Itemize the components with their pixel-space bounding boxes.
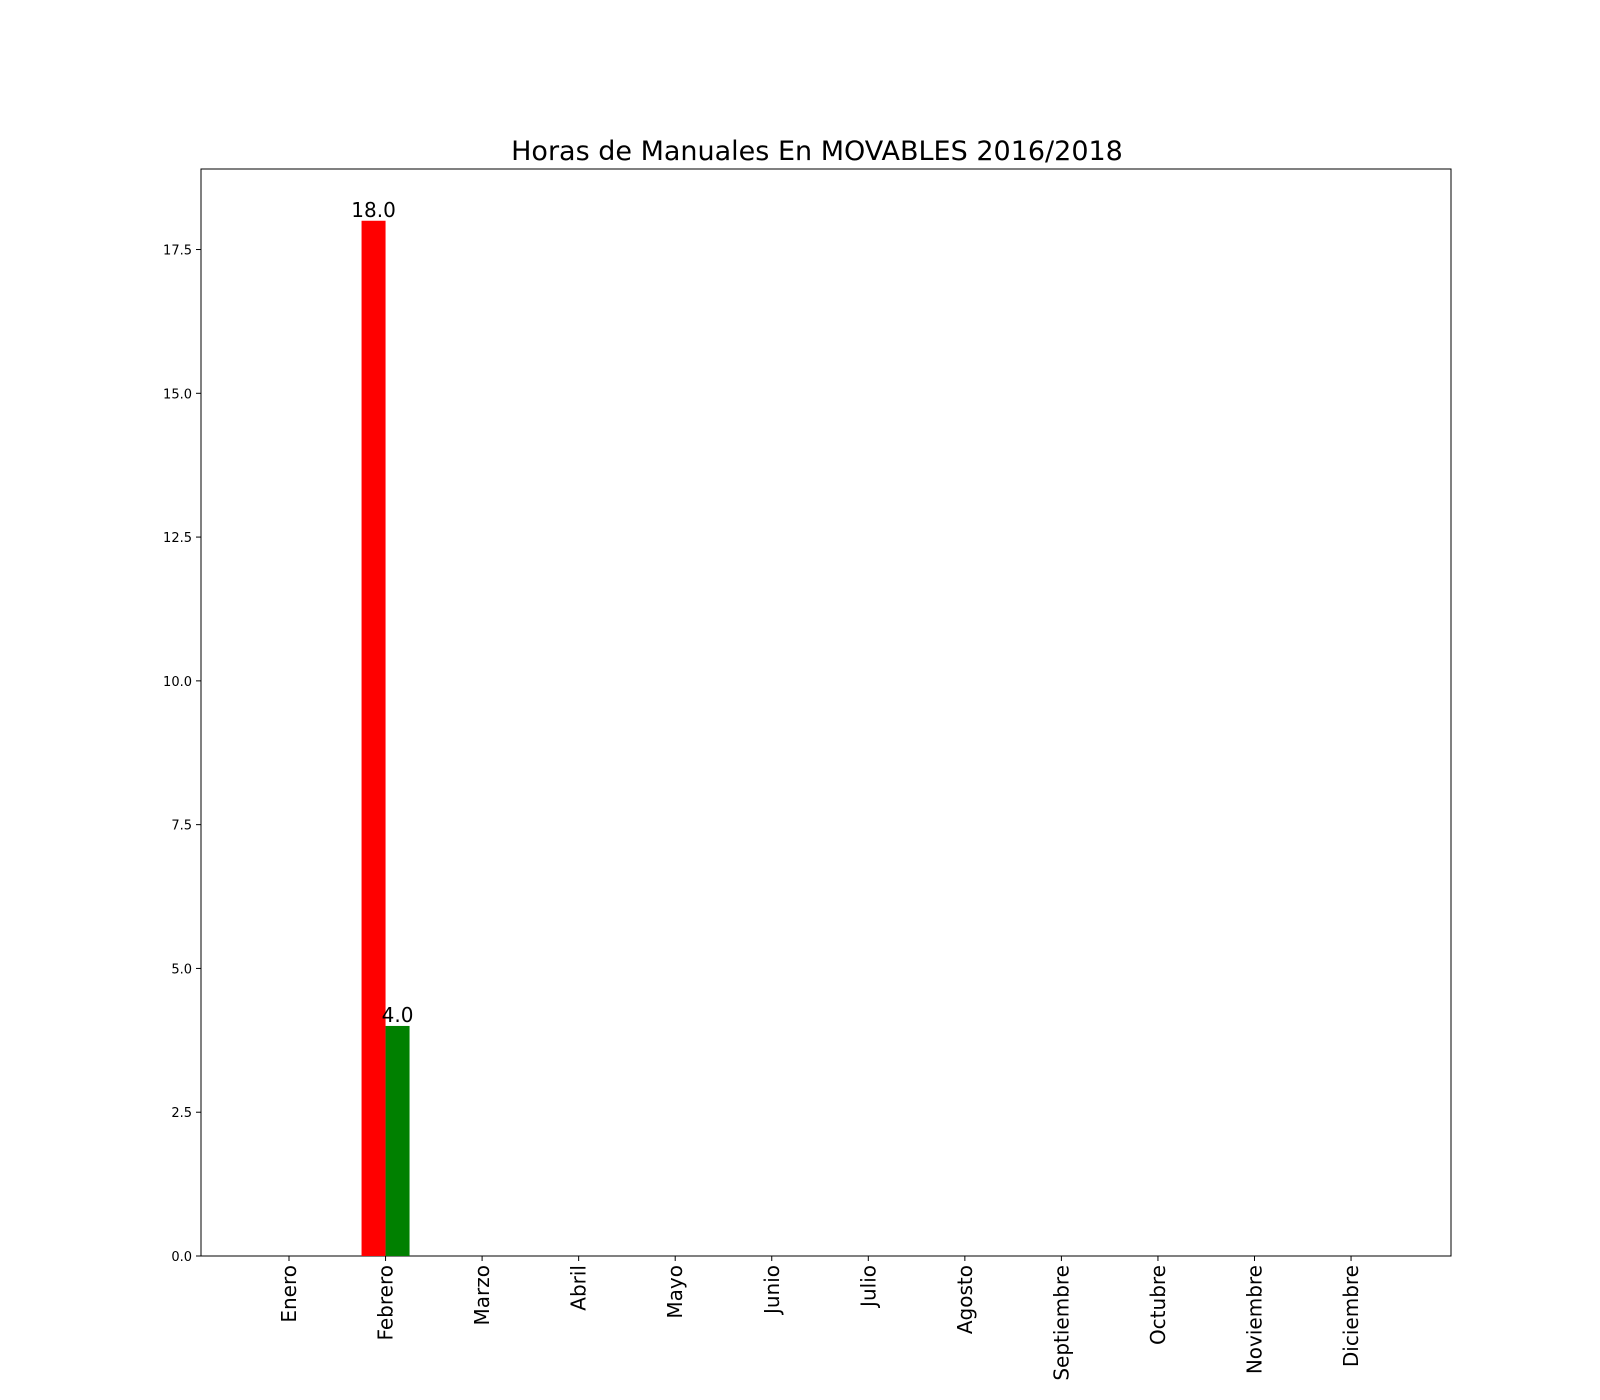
chart-title: Horas de Manuales En MOVABLES 2016/2018 [511, 136, 1123, 167]
x-tick-label-marzo: Marzo [470, 1265, 494, 1325]
y-tick-label: 10.0 [163, 675, 192, 690]
y-tick-label: 7.5 [171, 819, 192, 834]
bar-febrero-series-1 [361, 220, 386, 1256]
y-tick-label: 2.5 [171, 1106, 192, 1121]
y-tick-label: 17.5 [163, 244, 192, 259]
x-tick-label-enero: Enero [277, 1265, 301, 1323]
y-tick-label: 5.0 [171, 962, 192, 977]
x-tick-label-mayo: Mayo [663, 1265, 687, 1319]
plot-area [200, 168, 1452, 1257]
data-label-febrero-series-1: 18.0 [351, 198, 396, 222]
x-tick-label-septiembre: Septiembre [1049, 1265, 1073, 1381]
bars-layer [361, 220, 410, 1256]
x-tick-label-julio: Julio [856, 1265, 880, 1309]
bar-febrero-series-2 [385, 1025, 410, 1256]
data-labels-layer: 18.0 4.0 [351, 198, 413, 1027]
y-tick-label: 12.5 [163, 531, 192, 546]
y-tick-label: 15.0 [163, 387, 192, 402]
x-tick-label-diciembre: Diciembre [1339, 1265, 1363, 1367]
x-axis: Enero Febrero Marzo Abril Mayo Junio Julio Agos… [277, 1256, 1363, 1381]
y-axis: 0.0 2.5 5.0 7.5 10.0 12.5 15.0 17.5 [163, 244, 201, 1265]
x-tick-label-febrero: Febrero [374, 1265, 398, 1341]
y-tick-label: 0.0 [171, 1250, 192, 1265]
x-tick-label-abril: Abril [567, 1265, 591, 1311]
x-tick-label-junio: Junio [760, 1265, 784, 1316]
data-label-febrero-series-2: 4.0 [382, 1003, 414, 1027]
x-tick-label-octubre: Octubre [1146, 1265, 1170, 1345]
x-tick-label-agosto: Agosto [953, 1265, 977, 1334]
x-tick-label-noviembre: Noviembre [1243, 1265, 1267, 1374]
